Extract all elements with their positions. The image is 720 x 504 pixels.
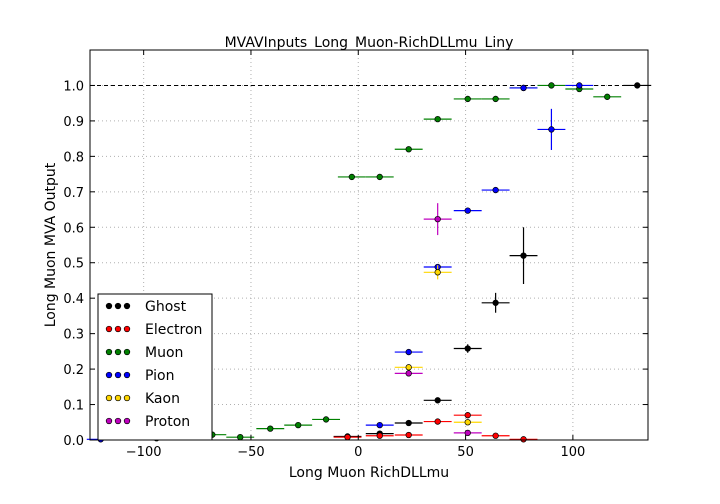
data-point [464, 207, 471, 214]
data-point [434, 269, 441, 276]
data-point [520, 84, 527, 92]
y-tick-label: 0.2 [63, 363, 84, 378]
legend-entry: Ghost [105, 299, 187, 315]
y-tick-label: 0.3 [63, 328, 84, 343]
y-tick-label: 0.7 [63, 186, 84, 201]
x-tick-label: 50 [457, 445, 474, 460]
y-tick-label: 1.0 [63, 79, 84, 94]
data-point [348, 173, 355, 181]
legend-entry: Proton [105, 414, 190, 430]
legend-marker [114, 348, 122, 356]
data-points [86, 82, 652, 443]
data-point [604, 93, 611, 100]
legend-marker [123, 348, 131, 356]
data-point [434, 397, 441, 404]
axis-ticks: −100 −50 0 50 100 0.0 0.1 0.2 0.3 0.4 0.5 0.6 0.7 0.8… [63, 50, 648, 460]
legend-label: Muon [145, 345, 183, 361]
data-point [405, 370, 412, 377]
legend-entry: Muon [105, 345, 183, 361]
y-axis-label: Long Muon MVA Output [43, 162, 59, 327]
series-proton [394, 203, 482, 437]
data-point [520, 252, 527, 259]
y-tick-label: 0.8 [63, 150, 84, 165]
data-point [464, 95, 471, 103]
legend-label: Electron [145, 322, 202, 338]
x-tick-label: 100 [560, 445, 585, 460]
data-point [492, 432, 499, 439]
data-point [295, 421, 302, 429]
data-point [548, 126, 555, 133]
y-tick-label: 0.6 [63, 221, 84, 236]
data-point [376, 173, 383, 181]
data-point [464, 429, 471, 437]
plot-frame [89, 49, 649, 441]
data-point [492, 95, 499, 103]
y-tick-label: 0.1 [63, 399, 84, 414]
legend-label: Pion [145, 368, 174, 384]
data-point [405, 419, 412, 427]
data-point [322, 416, 330, 423]
data-point [548, 82, 555, 89]
data-point [376, 432, 383, 439]
legend-marker [114, 302, 122, 310]
legend-marker [123, 417, 131, 425]
data-point [237, 434, 244, 441]
data-point [492, 299, 499, 306]
y-tick-label: 0.4 [63, 292, 84, 307]
legend-entry: Kaon [105, 391, 180, 407]
data-point [405, 348, 412, 356]
legend-entry: Electron [105, 322, 202, 338]
legend: Ghost Electron Muon Pion Kaon Proton [97, 293, 213, 441]
legend-marker [105, 394, 113, 402]
data-point [464, 345, 471, 352]
legend-marker [105, 417, 113, 425]
data-point [405, 364, 412, 371]
legend-marker [114, 417, 122, 425]
legend-marker [123, 394, 131, 402]
data-point [434, 215, 441, 223]
legend-marker [123, 302, 131, 310]
data-point [267, 425, 274, 432]
data-point [405, 146, 412, 153]
data-point [520, 436, 527, 443]
data-point [344, 434, 351, 441]
data-point [405, 431, 412, 439]
data-point [576, 82, 583, 89]
legend-label: Proton [145, 414, 190, 430]
legend-entry: Pion [105, 368, 174, 384]
data-point [464, 412, 471, 419]
legend-marker [123, 371, 131, 379]
x-tick-label: 0 [354, 445, 362, 460]
data-point [492, 186, 499, 194]
data-point [434, 418, 441, 425]
x-tick-label: −100 [126, 445, 162, 460]
legend-marker [114, 371, 122, 379]
legend-marker [114, 325, 122, 333]
y-tick-label: 0.9 [63, 115, 84, 130]
legend-marker [105, 302, 113, 310]
data-point [464, 419, 471, 426]
legend-label: Ghost [145, 299, 187, 315]
x-axis-label: Long Muon RichDLLmu [289, 465, 449, 481]
legend-label: Kaon [145, 391, 180, 407]
series-kaon [394, 265, 482, 426]
y-tick-label: 0.0 [63, 434, 84, 449]
legend-marker [105, 371, 113, 379]
legend-marker [114, 394, 122, 402]
y-tick-label: 0.5 [63, 257, 84, 272]
data-point [434, 115, 441, 123]
x-tick-label: −50 [237, 445, 264, 460]
series-electron [333, 412, 538, 443]
chart-title: MVAVInputs_Long_Muon-RichDLLmu_Liny [225, 35, 514, 51]
data-point [634, 82, 641, 89]
legend-marker [105, 348, 113, 356]
legend-marker [105, 325, 113, 333]
legend-marker [123, 325, 131, 333]
legend-box [97, 293, 213, 441]
data-point [376, 421, 383, 429]
